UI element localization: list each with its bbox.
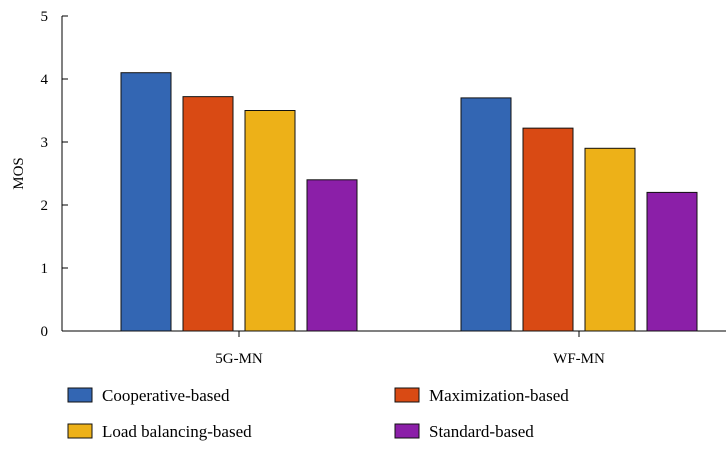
- y-tick-label: 5: [41, 9, 49, 25]
- legend-swatch: [67, 423, 93, 439]
- y-tick-label: 3: [41, 135, 49, 151]
- legend-swatch: [394, 387, 420, 403]
- legend-label: Standard-based: [429, 422, 534, 441]
- x-tick-label: WF-MN: [553, 351, 605, 367]
- y-tick-label: 2: [41, 198, 49, 214]
- legend-label: Load balancing-based: [102, 422, 252, 441]
- bar: [306, 179, 358, 332]
- chart-labels: MOS: [11, 157, 27, 190]
- chart-legend: Cooperative-based Maximization-based Load …: [67, 386, 569, 441]
- legend-item: Cooperative-based: [67, 386, 230, 405]
- bar: [522, 127, 574, 332]
- legend-item: Load balancing-based: [67, 422, 252, 441]
- bar: [460, 97, 512, 332]
- legend-item: Standard-based: [394, 422, 534, 441]
- bar: [182, 96, 234, 332]
- legend-swatch: [394, 423, 420, 439]
- y-axis-label: MOS: [11, 157, 27, 190]
- y-tick-label: 1: [41, 261, 49, 277]
- chart-axes: 0 1 2 3 4 5 5G-MN WF-MN: [41, 9, 726, 367]
- x-tick-label: 5G-MN: [215, 351, 263, 367]
- bar: [244, 110, 296, 332]
- y-tick-label: 0: [41, 324, 49, 340]
- bar: [120, 72, 172, 332]
- bar: [646, 191, 698, 332]
- legend-item: Maximization-based: [394, 386, 569, 405]
- legend-label: Maximization-based: [429, 386, 569, 405]
- chart-bars: [120, 72, 698, 332]
- legend-swatch: [67, 387, 93, 403]
- bar: [584, 147, 636, 332]
- y-tick-label: 4: [41, 72, 49, 88]
- legend-label: Cooperative-based: [102, 386, 230, 405]
